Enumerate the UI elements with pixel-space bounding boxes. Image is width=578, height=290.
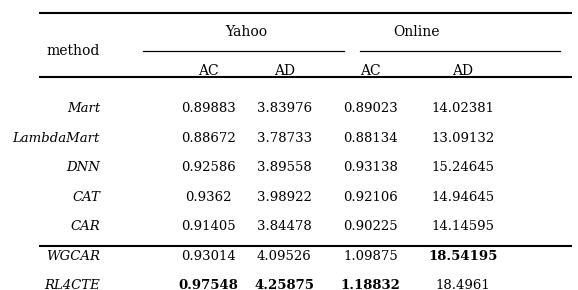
- Text: 0.93014: 0.93014: [181, 250, 236, 263]
- Text: 0.93138: 0.93138: [343, 162, 398, 174]
- Text: DNN: DNN: [66, 162, 100, 174]
- Text: 0.90225: 0.90225: [343, 220, 398, 233]
- Text: Yahoo: Yahoo: [225, 25, 267, 39]
- Text: 4.25875: 4.25875: [254, 279, 314, 290]
- Text: 0.92586: 0.92586: [181, 162, 236, 174]
- Text: 14.02381: 14.02381: [431, 102, 494, 115]
- Text: 18.54195: 18.54195: [428, 250, 498, 263]
- Text: 14.94645: 14.94645: [431, 191, 494, 204]
- Text: 3.83976: 3.83976: [257, 102, 312, 115]
- Text: 0.89883: 0.89883: [181, 102, 236, 115]
- Text: 1.09875: 1.09875: [343, 250, 398, 263]
- Text: 13.09132: 13.09132: [431, 132, 495, 145]
- Text: 0.97548: 0.97548: [179, 279, 238, 290]
- Text: 0.9362: 0.9362: [185, 191, 232, 204]
- Text: AD: AD: [453, 64, 473, 77]
- Text: 3.89558: 3.89558: [257, 162, 312, 174]
- Text: AC: AC: [361, 64, 381, 77]
- Text: AD: AD: [273, 64, 295, 77]
- Text: CAT: CAT: [72, 191, 100, 204]
- Text: 3.98922: 3.98922: [257, 191, 312, 204]
- Text: RL4CTE: RL4CTE: [45, 279, 100, 290]
- Text: method: method: [46, 44, 99, 58]
- Text: 18.4961: 18.4961: [435, 279, 490, 290]
- Text: 1.18832: 1.18832: [341, 279, 401, 290]
- Text: 3.84478: 3.84478: [257, 220, 312, 233]
- Text: Online: Online: [394, 25, 440, 39]
- Text: 14.14595: 14.14595: [431, 220, 494, 233]
- Text: CAR: CAR: [71, 220, 100, 233]
- Text: WGCAR: WGCAR: [46, 250, 100, 263]
- Text: 4.09526: 4.09526: [257, 250, 312, 263]
- Text: 0.91405: 0.91405: [181, 220, 236, 233]
- Text: 0.88134: 0.88134: [343, 132, 398, 145]
- Text: 0.88672: 0.88672: [181, 132, 236, 145]
- Text: Mart: Mart: [66, 102, 100, 115]
- Text: 15.24645: 15.24645: [431, 162, 494, 174]
- Text: 0.92106: 0.92106: [343, 191, 398, 204]
- Text: 3.78733: 3.78733: [257, 132, 312, 145]
- Text: AC: AC: [198, 64, 218, 77]
- Text: 0.89023: 0.89023: [343, 102, 398, 115]
- Text: LambdaMart: LambdaMart: [13, 132, 100, 145]
